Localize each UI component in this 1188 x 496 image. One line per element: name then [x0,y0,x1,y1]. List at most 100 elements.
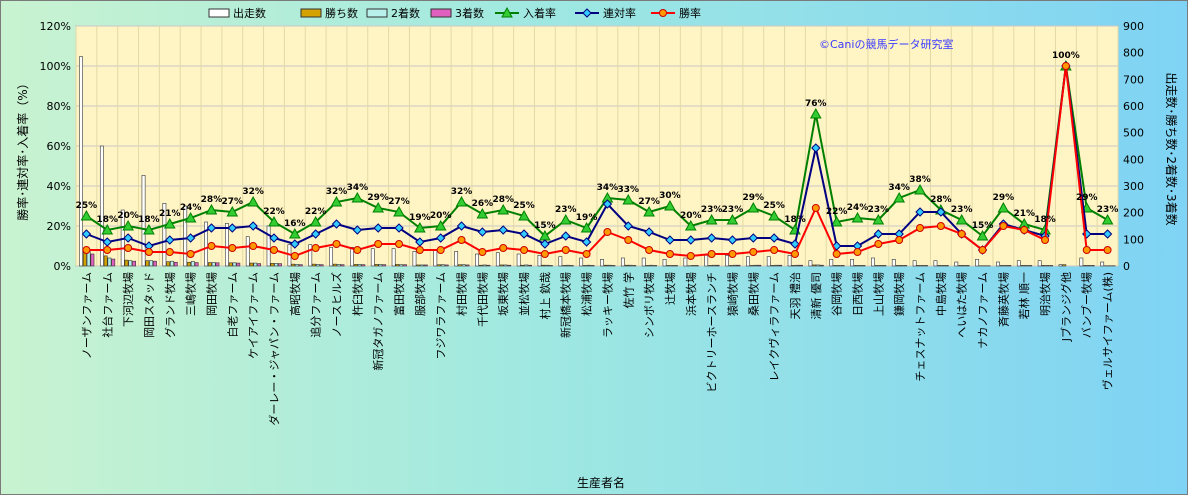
bar-2 [108,258,111,266]
bar-3 [633,265,636,266]
bar-0 [100,146,103,266]
category-label: 村上 欽哉 [538,272,552,320]
bar-1 [312,264,315,266]
bar-3 [924,265,927,266]
bar-2 [1087,265,1090,266]
rate-label: 23% [1097,205,1119,215]
bar-1 [167,262,170,266]
y-left-tick-label: 80% [47,100,71,113]
category-label: 岡田牧場 [204,272,218,316]
bar-2 [879,265,882,266]
bar-0 [767,257,770,266]
bar-1 [792,265,795,266]
bar-0 [955,262,958,266]
bar-0 [851,259,854,266]
category-label: ナカノファーム [977,272,990,349]
bar-3 [758,265,761,266]
category-label: 上山牧場 [871,272,885,316]
marker-circle [104,247,111,254]
bar-1 [708,265,711,266]
category-label: ケイアイファーム [247,272,260,359]
rate-label: 32% [451,187,473,197]
rate-label: 22% [826,207,848,217]
bar-1 [521,265,524,266]
rate-label: 27% [638,197,660,207]
marker-circle [270,247,277,254]
bar-0 [892,259,895,266]
bar-1 [583,265,586,266]
bar-0 [350,247,353,266]
bar-2 [608,265,611,266]
bar-2 [129,261,132,266]
rate-label: 23% [951,205,973,215]
y-right-tick-label: 700 [1123,73,1144,86]
bar-3 [258,264,261,266]
bar-0 [330,247,333,266]
y-right-tick-label: 0 [1123,260,1130,273]
bar-0 [934,261,937,266]
bar-1 [813,265,816,266]
y-right-tick-label: 800 [1123,47,1144,60]
bar-2 [420,265,423,266]
category-label: 谷岡牧場 [830,272,844,316]
bar-3 [133,261,136,266]
category-label: 富田牧場 [392,272,406,316]
bar-3 [966,265,969,266]
bar-3 [112,259,115,266]
bar-0 [809,261,812,266]
rate-label: 25% [76,201,98,211]
bar-2 [316,264,319,266]
rate-label: 27% [222,197,244,207]
bar-0 [1101,262,1104,266]
category-label: 新冠タガノファーム [371,272,385,371]
bar-3 [320,265,323,266]
bar-0 [1017,261,1020,266]
legend-label: 勝率 [679,6,701,20]
rate-label: 25% [513,201,535,211]
bar-3 [174,262,177,266]
bar-3 [508,265,511,266]
marker-circle [145,249,152,256]
category-label: 斉藤英牧場 [996,272,1010,327]
marker-circle [229,245,236,252]
x-axis-title: 生産者名 [577,475,625,490]
bar-1 [438,265,441,266]
legend-swatch [209,9,229,17]
bar-1 [187,262,190,266]
category-label: チェスナットファーム [914,272,927,382]
bar-3 [570,265,573,266]
category-label: 千代田牧場 [475,272,489,327]
category-label: 若林 順一 [1017,272,1031,320]
y-left-tick-label: 60% [47,140,71,153]
rate-label: 34% [888,183,910,193]
bar-0 [621,258,624,266]
bar-2 [191,261,194,266]
bar-1 [292,264,295,266]
category-label: シンボリ牧場 [642,272,656,338]
category-label: 佐竹 学 [621,272,635,309]
bar-3 [695,265,698,266]
marker-circle [917,225,924,232]
y-left-tick-label: 120% [40,20,71,33]
bar-0 [225,223,228,266]
bar-0 [1080,258,1083,266]
bar-1 [354,264,357,266]
rate-label: 28% [492,195,514,205]
category-label: ノーザンファーム [80,272,93,359]
bar-0 [871,258,874,266]
category-label: 明治牧場 [1038,272,1052,316]
bar-1 [729,265,732,266]
bar-2 [941,265,944,266]
bar-1 [500,265,503,266]
legend-label: 勝ち数 [325,6,358,20]
marker-circle [583,251,590,258]
legend-swatch [367,9,387,17]
bar-1 [625,265,628,266]
y-right-tick-label: 500 [1123,127,1144,140]
bar-2 [358,264,361,266]
category-label: 追分ファーム [309,272,323,338]
bar-3 [153,261,156,266]
bar-0 [79,57,82,266]
bar-3 [945,265,948,266]
bar-3 [799,265,802,266]
